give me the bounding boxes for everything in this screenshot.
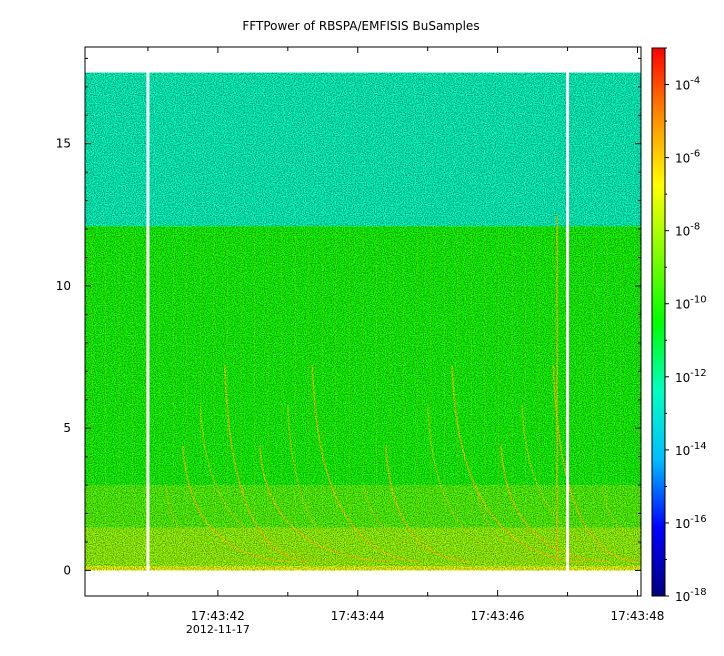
colorbar-tick-exponent: -4 [690, 76, 700, 87]
colorbar-tick-label: 10-8 [675, 222, 700, 239]
colorbar-tick-label: 10-10 [675, 295, 707, 312]
colorbar-tick-base: 10 [675, 371, 690, 385]
colorbar-tick-base: 10 [675, 225, 690, 239]
y-tick-label: 0 [63, 563, 71, 577]
colorbar-tick-label: 10-16 [675, 514, 707, 531]
x-tick-label: 17:43:42 [191, 609, 245, 623]
colorbar-tick-base: 10 [675, 590, 690, 604]
colorbar-tick-base: 10 [675, 517, 690, 531]
colorbar-tick-exponent: -10 [690, 295, 706, 306]
colorbar-tick-base: 10 [675, 298, 690, 312]
colorbar-tick-base: 10 [675, 152, 690, 166]
colorbar-tick-label: 10-12 [675, 368, 707, 385]
y-tick-label: 10 [56, 279, 71, 293]
colorbar-tick-exponent: -18 [690, 587, 706, 598]
x-axis-date-label: 2012-11-17 [186, 623, 250, 636]
plot-frame [84, 46, 642, 597]
colorbar-tick-exponent: -14 [690, 441, 706, 452]
chart-title: FFTPower of RBSPA/EMFISIS BuSamples [242, 19, 479, 33]
x-tick-label: 17:43:48 [611, 609, 665, 623]
y-tick-label: 15 [56, 137, 71, 151]
x-axis: 17:43:42 17:43:44 17:43:46 17:43:48 [147, 47, 665, 623]
data-gap [566, 71, 570, 572]
y-tick-label: 5 [63, 421, 71, 435]
colorbar-tick-exponent: -6 [690, 149, 700, 160]
y-axis: 0 5 10 15 [56, 57, 641, 577]
x-tick-label: 17:43:44 [331, 609, 385, 623]
x-tick-label: 17:43:46 [471, 609, 525, 623]
colorbar-tick-base: 10 [675, 79, 690, 93]
colorbar-tick-exponent: -8 [690, 222, 700, 233]
colorbar-tick-label: 10-6 [675, 149, 700, 166]
colorbar-tick-exponent: -12 [690, 368, 706, 379]
colorbar-tick-label: 10-4 [675, 76, 700, 93]
colorbar-tick-label: 10-18 [675, 587, 707, 604]
colorbar-tick-label: 10-14 [675, 441, 707, 458]
spectrogram-texture [85, 72, 641, 571]
data-gap [146, 71, 150, 572]
spectrogram-area [85, 71, 641, 572]
colorbar-tick-base: 10 [675, 444, 690, 458]
colorbar-tick-exponent: -16 [690, 514, 706, 525]
colorbar-gradient [651, 47, 666, 597]
